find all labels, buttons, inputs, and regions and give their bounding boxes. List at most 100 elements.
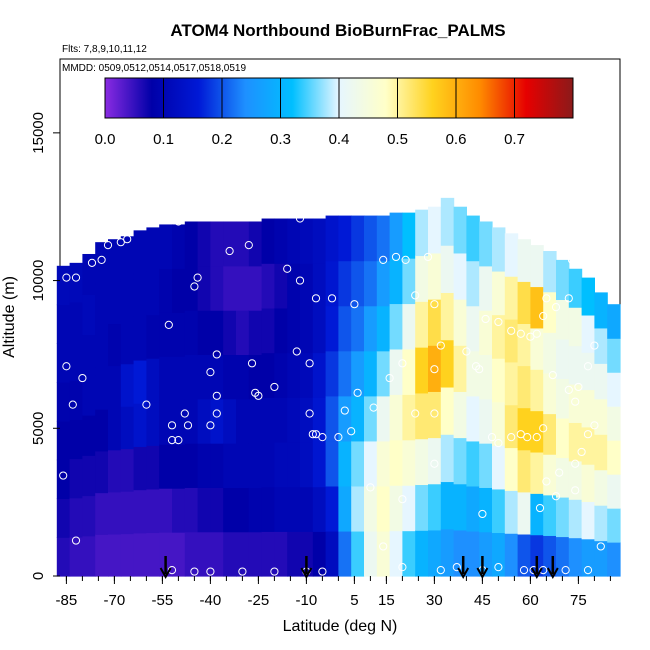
heatmap-cell (338, 440, 352, 487)
heatmap-cell (120, 363, 135, 407)
heatmap-cell (172, 312, 186, 357)
heatmap-cell (543, 494, 557, 536)
heatmap-cell (504, 361, 519, 406)
heatmap-cell (184, 443, 199, 488)
sample-point (353, 388, 362, 397)
heatmap-cell (287, 441, 301, 488)
heatmap-cell (581, 538, 595, 577)
heatmap-cell (184, 487, 199, 533)
heatmap-cell (543, 251, 557, 293)
heatmap-cell (108, 365, 122, 409)
sample-point (71, 536, 81, 545)
heatmap-cell (261, 352, 275, 398)
heatmap-cell (300, 441, 314, 488)
heatmap-cell (82, 455, 96, 497)
heatmap-cell (312, 218, 327, 264)
sample-point (103, 241, 113, 250)
heatmap-cell (581, 426, 595, 465)
flight-arrow (530, 556, 543, 580)
heatmap-cell (556, 457, 570, 498)
heatmap-cell (479, 398, 493, 444)
heatmap-cell (133, 316, 147, 361)
y-axis: 0 5000 10000 15000 (30, 112, 60, 580)
heatmap-cell (82, 294, 96, 336)
x-tick-label: -70 (104, 592, 126, 609)
flight-arrow (546, 556, 559, 580)
heatmap-cell (402, 394, 416, 441)
sample-point (564, 294, 573, 303)
heatmap-cell (69, 380, 83, 421)
heatmap-cell (492, 314, 506, 359)
heatmap-cell (210, 443, 224, 488)
heatmap-cell (351, 350, 365, 397)
heatmap-cell (504, 490, 519, 534)
heatmap-cell (504, 533, 519, 577)
heatmap-cell (223, 310, 237, 356)
heatmap-cell (69, 341, 83, 381)
sample-point (423, 252, 433, 262)
x-tick-label: -40 (200, 592, 222, 609)
heatmap-cell (274, 531, 288, 577)
heatmap-cell (274, 397, 288, 443)
heatmap-cell (133, 273, 147, 318)
colorbar-tick-label: 0.0 (95, 131, 116, 148)
heatmap-cell (69, 301, 83, 342)
heatmap-cell (607, 474, 621, 509)
sample-point (87, 258, 97, 267)
heatmap-cell (108, 407, 122, 451)
heatmap-cell (172, 268, 186, 313)
heatmap-cell (376, 260, 391, 307)
colorbar-tick-label: 0.4 (329, 131, 350, 148)
heatmap-cell (172, 532, 186, 577)
y-tick-label: 0 (30, 572, 47, 580)
heatmap-cell (402, 485, 416, 532)
sample-point (174, 217, 183, 226)
heatmap-cell (120, 533, 135, 577)
colorbar-tick-label: 0.3 (270, 131, 291, 148)
x-tick-label: -85 (56, 592, 78, 609)
heatmap-cell (172, 224, 186, 269)
heatmap-cell (415, 209, 429, 257)
sample-point (507, 326, 516, 335)
heatmap-cell (82, 334, 96, 376)
sample-point (180, 409, 189, 418)
heatmap-cell (453, 206, 467, 254)
heatmap-cell (492, 270, 506, 316)
sample-point (411, 291, 420, 300)
heatmap-cell (261, 263, 275, 309)
heatmap-cell (95, 325, 109, 368)
heatmap-cell (389, 303, 403, 350)
heatmap-cell (415, 484, 429, 531)
heatmap-cell (556, 378, 570, 419)
heatmap-cell (95, 283, 109, 327)
sample-point (68, 400, 77, 409)
heatmap-cell (261, 441, 275, 488)
heatmap-cell (466, 440, 480, 487)
heatmap-cell (607, 440, 621, 475)
heatmap-cell (120, 491, 135, 535)
sample-point (71, 273, 81, 282)
sample-point (123, 235, 132, 244)
heatmap-cell (607, 508, 621, 543)
heatmap-cell (146, 227, 160, 272)
heatmap-cell (568, 383, 583, 423)
heatmap-cell (146, 532, 160, 577)
x-axis: -85 -70 -55 -40 -25 -10 5 15 30 45 60 75 (56, 576, 611, 609)
heatmap-cell (248, 531, 263, 577)
heatmap-cell (453, 345, 467, 392)
heatmap-cell (133, 532, 147, 577)
heatmap-cell (530, 286, 544, 329)
y-tick-label: 15000 (30, 112, 47, 154)
sample-point (430, 300, 439, 309)
sample-point (487, 433, 497, 442)
flight-arrow (457, 556, 470, 580)
heatmap-cell (261, 307, 275, 354)
heatmap-cell (351, 440, 365, 487)
heatmap-cell (428, 206, 442, 254)
sample-point (350, 300, 359, 309)
heatmap-cell (517, 281, 531, 325)
sample-point (462, 347, 471, 356)
sample-point (539, 311, 548, 321)
sample-point (295, 276, 305, 285)
sample-point (596, 542, 605, 551)
